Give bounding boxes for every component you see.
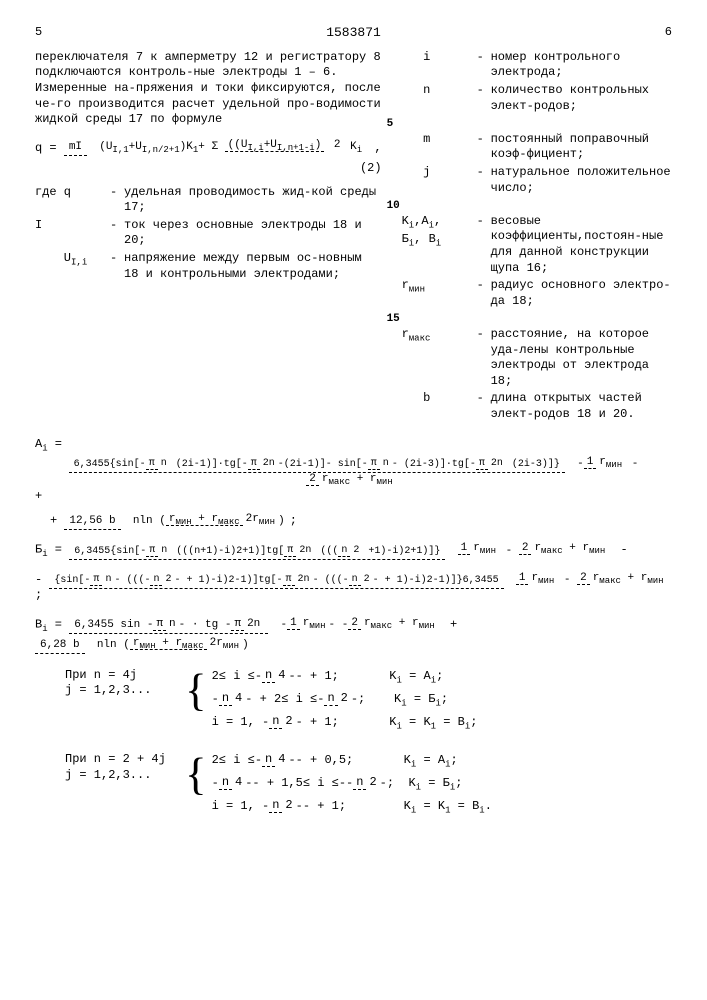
def-I: I - ток через основные электроды 18 и 20… xyxy=(35,218,382,249)
cond2-j: j = 1,2,3... xyxy=(65,768,185,784)
cond2-line1: 2≤ i ≤-n4-- + 0,5; Ki = Ai; xyxy=(212,752,492,771)
def-K: Ki,Ai,Бi, Bi - весовые коэффициенты,пост… xyxy=(402,214,672,276)
q-eq: q = xyxy=(35,141,57,155)
col-num-right: 6 xyxy=(665,25,672,42)
def-U: UI,i - напряжение между первым ос-новным… xyxy=(35,251,382,282)
comma: , xyxy=(374,141,381,155)
Bi-denominator: 1rмин - 2rмакс + rмин xyxy=(453,543,614,559)
def-i: i - номер контрольного электрода; xyxy=(402,50,672,81)
eq-number: (2) xyxy=(35,161,382,177)
intro-text: переключателя 7 к амперметру 12 и регист… xyxy=(35,50,382,128)
patent-number: 1583871 xyxy=(326,25,381,42)
def-rmax: rмакс - расстояние, на которое уда-лены … xyxy=(402,327,672,389)
right-column: i - номер контрольного электрода; n - ко… xyxy=(402,50,672,425)
Vi-term2-bot: nln (rмин + rмакс2rмин) xyxy=(92,637,254,653)
Bi2-denominator: 1rмин - 2rмакс + rмин xyxy=(511,572,672,588)
line-15: 15 xyxy=(387,313,400,325)
condition-block-1: При n = 4j j = 1,2,3... { 2≤ i ≤-n4-- + … xyxy=(65,668,672,737)
def-b: b - длина открытых частей элект-родов 18… xyxy=(402,391,672,422)
Ai-term2-top: 12,56 b xyxy=(64,513,120,530)
Bi-numerator: 6,3455{sin[-πn (((n+1)-i)2+1)]tg[π2n (((… xyxy=(69,544,445,560)
def-j: j - натуральное положительное число; xyxy=(402,165,672,196)
formula-q: q = mI (UI,1+UI,n/2+1)K1+ Σ ((UI,i+UI,n+… xyxy=(35,138,382,177)
Vi-denominator: -1rмин- -2rмакс + rмин xyxy=(275,617,442,633)
line-10: 10 xyxy=(387,200,400,212)
Vi-term2-top: 6,28 b xyxy=(35,637,85,654)
left-column: переключателя 7 к амперметру 12 и регист… xyxy=(35,50,382,425)
Bi2-numerator: {sin[-πn- (((-n2- + 1)-i)2-1)]tg[-π2n- (… xyxy=(49,573,503,589)
q-numerator: mI xyxy=(64,139,87,156)
formula-Vi: Bi = 6,3455 sin -πn- · tg -π2n -1rмин- -… xyxy=(35,616,672,653)
def-rmin: rмин - радиус основного электро-да 18; xyxy=(402,278,672,309)
cond2-line3: i = 1, -n2-- + 1; Ki = K1 = Bi. xyxy=(212,798,492,817)
col-num-left: 5 xyxy=(35,25,42,42)
Ai-numerator: 6,3455{sin[-πn (2i-1)]·tg[-π2n-(2i-1)]- … xyxy=(69,457,565,473)
formula-Bi: Бi = 6,3455{sin[-πn (((n+1)-i)2+1)]tg[π2… xyxy=(35,541,672,604)
cond1-j: j = 1,2,3... xyxy=(65,683,185,699)
q-denominator: (UI,1+UI,n/2+1)K1+ Σ ((UI,i+UI,n+1-i) 2 … xyxy=(94,139,367,155)
two-column-intro: переключателя 7 к амперметру 12 и регист… xyxy=(35,50,672,425)
line-5: 5 xyxy=(387,118,394,130)
cond1-line1: 2≤ i ≤-n4-- + 1; Ki = Ai; xyxy=(212,668,478,687)
condition-block-2: При n = 2 + 4j j = 1,2,3... { 2≤ i ≤-n4-… xyxy=(65,752,672,821)
cond2-n: При n = 2 + 4j xyxy=(65,752,185,768)
Ai-term2-bot: nln (rмин + rмакс2rмин) xyxy=(128,513,290,529)
formula-Ai: Ai = 6,3455{sin[-πn (2i-1)]·tg[-π2n-(2i-… xyxy=(35,437,672,530)
def-n: n - количество контрольных элект-родов; xyxy=(402,83,672,114)
page-header: 5 1583871 6 xyxy=(35,25,672,42)
left-definitions: где q - удельная проводимость жид-кой ср… xyxy=(35,185,382,283)
def-q: где q - удельная проводимость жид-кой ср… xyxy=(35,185,382,216)
cond1-n: При n = 4j xyxy=(65,668,185,684)
cond1-line2: -n4- + 2≤ i ≤-n2-; Ki = Бi; xyxy=(212,691,478,710)
right-definitions: i - номер контрольного электрода; n - ко… xyxy=(402,50,672,423)
brace-icon: { xyxy=(185,752,207,797)
brace-icon: { xyxy=(185,668,207,713)
def-m: m - постоянный поправочный коэф-фициент; xyxy=(402,132,672,163)
cond1-line3: i = 1, -n2- + 1; Ki = K1 = Bi; xyxy=(212,714,478,733)
Vi-numerator: 6,3455 sin -πn- · tg -π2n xyxy=(69,617,268,634)
cond2-line2: -n4-- + 1,5≤ i ≤--n2-; Ki = Бi; xyxy=(212,775,492,794)
